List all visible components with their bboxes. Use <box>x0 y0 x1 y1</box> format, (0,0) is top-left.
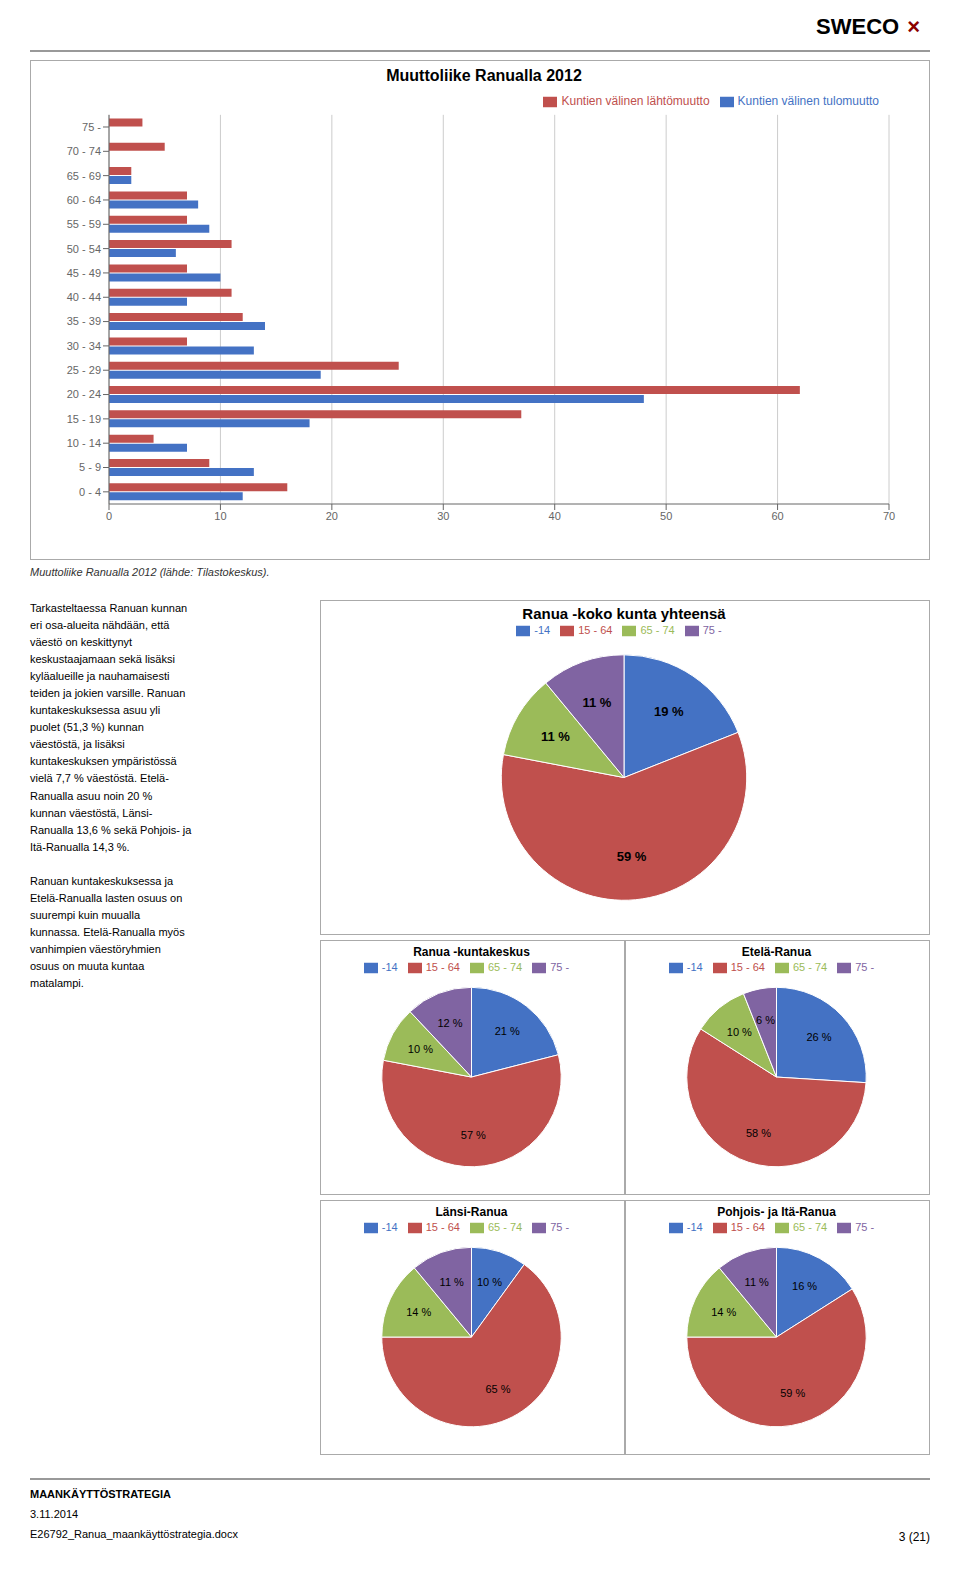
html-text:75 -: 75 - <box>702 624 722 636</box>
svg-text:14 %: 14 % <box>711 1306 736 1318</box>
svg-text:26 %: 26 % <box>806 1031 831 1043</box>
html-text:3.11.2014: 3.11.2014 <box>30 1508 79 1520</box>
html-text:-14: -14 <box>686 1221 703 1233</box>
html-text:Kuntien välinen lähtömuutto: Kuntien välinen lähtömuutto <box>561 94 710 108</box>
svg-text:57 %: 57 % <box>461 1129 486 1141</box>
html-text:65 - 74: 65 - 74 <box>640 624 675 636</box>
svg-text:25 - 29: 25 - 29 <box>67 364 101 376</box>
html-text:15 - 64: 15 - 64 <box>425 961 460 973</box>
html-text:E26792_Ranua_maankäyttöstrateg: E26792_Ranua_maankäyttöstrategia.docx <box>30 1528 238 1540</box>
html-text:Tarkasteltaessa Ranuan kunnan: Tarkasteltaessa Ranuan kunnan eri osa-al… <box>30 602 192 989</box>
svg-text:10 %: 10 % <box>408 1043 433 1055</box>
html-text:-14: -14 <box>381 1221 398 1233</box>
svg-text:75 -: 75 - <box>82 121 101 133</box>
html-text:Etelä-Ranua: Etelä-Ranua <box>741 945 812 959</box>
svg-text:65 %: 65 % <box>485 1383 510 1395</box>
html-text:Ranua -koko kunta yhteensä: Ranua -koko kunta yhteensä <box>522 605 726 622</box>
svg-text:45 - 49: 45 - 49 <box>67 267 101 279</box>
svg-text:70: 70 <box>883 510 895 522</box>
svg-text:15 - 19: 15 - 19 <box>67 413 101 425</box>
html-text:75 -: 75 - <box>855 1221 875 1233</box>
svg-text:6 %: 6 % <box>756 1014 775 1026</box>
svg-text:50 - 54: 50 - 54 <box>67 243 101 255</box>
html-text:75 -: 75 - <box>855 961 875 973</box>
html-text:-14: -14 <box>381 961 398 973</box>
html-text:75 -: 75 - <box>550 1221 570 1233</box>
html-text:Muuttoliike Ranualla 2012 (läh: Muuttoliike Ranualla 2012 (lähde: Tilast… <box>30 566 270 578</box>
svg-text:0: 0 <box>106 510 112 522</box>
html-text:-14: -14 <box>534 624 551 636</box>
html-text:Kuntien välinen tulomuutto: Kuntien välinen tulomuutto <box>737 94 879 108</box>
svg-text:55 - 59: 55 - 59 <box>67 218 101 230</box>
html-text:15 - 64: 15 - 64 <box>730 1221 765 1233</box>
svg-text:0 - 4: 0 - 4 <box>79 486 101 498</box>
html-text:65 - 74: 65 - 74 <box>488 961 523 973</box>
html-text:Länsi-Ranua: Länsi-Ranua <box>435 1205 508 1219</box>
html-text:-14: -14 <box>686 961 703 973</box>
svg-text:20: 20 <box>326 510 338 522</box>
svg-text:30 - 34: 30 - 34 <box>67 340 101 352</box>
svg-text:5 - 9: 5 - 9 <box>79 461 101 473</box>
svg-text:11 %: 11 % <box>440 1276 464 1288</box>
html-text:65 - 74: 65 - 74 <box>793 1221 828 1233</box>
svg-text:65 - 69: 65 - 69 <box>67 170 101 182</box>
svg-text:60 - 64: 60 - 64 <box>67 194 101 206</box>
svg-text:16 %: 16 % <box>792 1280 817 1292</box>
html-text:Muuttoliike Ranualla 2012: Muuttoliike Ranualla 2012 <box>386 67 582 84</box>
html-text:65 - 74: 65 - 74 <box>793 961 828 973</box>
svg-text:50: 50 <box>660 510 672 522</box>
svg-text:10 %: 10 % <box>477 1276 502 1288</box>
svg-text:20 - 24: 20 - 24 <box>67 388 101 400</box>
html-text:Pohjois- ja Itä-Ranua: Pohjois- ja Itä-Ranua <box>717 1205 836 1219</box>
svg-text:60: 60 <box>771 510 783 522</box>
svg-text:11 %: 11 % <box>583 695 612 710</box>
svg-text:10 %: 10 % <box>727 1026 752 1038</box>
svg-text:11 %: 11 % <box>745 1276 769 1288</box>
svg-text:59 %: 59 % <box>617 849 647 864</box>
svg-text:40 - 44: 40 - 44 <box>67 291 101 303</box>
svg-text:35 - 39: 35 - 39 <box>67 315 101 327</box>
svg-text:59 %: 59 % <box>780 1387 805 1399</box>
html-text:Ranua -kuntakeskus: Ranua -kuntakeskus <box>413 945 530 959</box>
svg-text:70 - 74: 70 - 74 <box>67 145 101 157</box>
svg-text:40: 40 <box>549 510 561 522</box>
html-text:3 (21): 3 (21) <box>898 1530 930 1544</box>
svg-text:19 %: 19 % <box>654 704 684 719</box>
html-text:15 - 64: 15 - 64 <box>578 624 613 636</box>
svg-text:14 %: 14 % <box>406 1306 431 1318</box>
svg-text:10 - 14: 10 - 14 <box>67 437 101 449</box>
html-text:SWECO ×: SWECO × <box>816 14 920 39</box>
svg-text:21 %: 21 % <box>495 1025 520 1037</box>
svg-text:11 %: 11 % <box>541 729 570 744</box>
html-text:75 -: 75 - <box>550 961 570 973</box>
html-text:15 - 64: 15 - 64 <box>730 961 765 973</box>
svg-text:30: 30 <box>437 510 449 522</box>
html-text:65 - 74: 65 - 74 <box>488 1221 523 1233</box>
svg-text:10: 10 <box>214 510 226 522</box>
svg-text:12 %: 12 % <box>437 1017 462 1029</box>
html-text:15 - 64: 15 - 64 <box>425 1221 460 1233</box>
html-text:MAANKÄYTTÖSTRATEGIA: MAANKÄYTTÖSTRATEGIA <box>30 1488 171 1500</box>
svg-text:58 %: 58 % <box>746 1127 771 1139</box>
